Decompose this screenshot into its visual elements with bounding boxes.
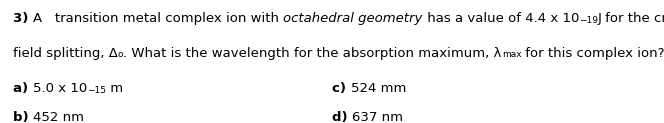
Text: 637 nm: 637 nm: [352, 111, 403, 123]
Text: 524 mm: 524 mm: [351, 82, 406, 95]
Text: max: max: [502, 50, 521, 59]
Text: o: o: [118, 50, 124, 59]
Text: 452 nm: 452 nm: [33, 111, 84, 123]
Text: m: m: [106, 82, 123, 95]
Text: d): d): [332, 111, 352, 123]
Text: A   transition metal complex ion with: A transition metal complex ion with: [33, 12, 284, 25]
Text: . What is the wavelength for the absorption maximum, λ: . What is the wavelength for the absorpt…: [124, 47, 502, 60]
Text: has a value of 4.4 x 10: has a value of 4.4 x 10: [422, 12, 579, 25]
Text: for this complex ion?: for this complex ion?: [521, 47, 664, 60]
Text: octahedral geometry: octahedral geometry: [284, 12, 422, 25]
Text: −19: −19: [579, 16, 598, 25]
Text: 3): 3): [13, 12, 33, 25]
Text: b): b): [13, 111, 33, 123]
Text: J for the crystal: J for the crystal: [598, 12, 664, 25]
Text: −15: −15: [87, 86, 106, 95]
Text: c): c): [332, 82, 351, 95]
Text: 5.0 x 10: 5.0 x 10: [33, 82, 87, 95]
Text: a): a): [13, 82, 33, 95]
Text: field splitting, Δ: field splitting, Δ: [13, 47, 118, 60]
